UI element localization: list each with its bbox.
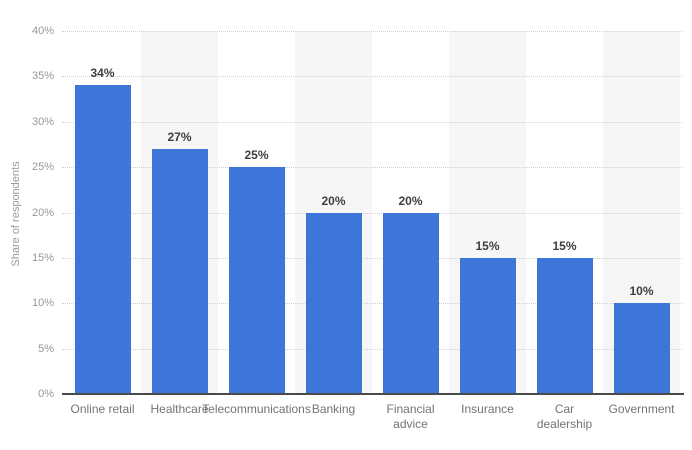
x-category-label: Online retail <box>64 402 141 417</box>
x-category-label: Telecommunications <box>202 402 311 417</box>
y-tick-label: 10% <box>31 297 54 310</box>
x-category-label: Car dealership <box>526 402 603 432</box>
y-tick-label: 20% <box>31 206 54 219</box>
x-category-label-text: Car dealership <box>536 402 593 431</box>
x-category-label-text: Insurance <box>461 402 514 416</box>
bar-healthcare[interactable] <box>151 148 208 394</box>
x-category-label-text: Financial advice <box>386 402 435 431</box>
bar-value-label: 34% <box>90 66 115 81</box>
y-tick-label: 15% <box>31 251 54 264</box>
bar-value-label: 25% <box>244 148 269 163</box>
y-tick-label: 25% <box>31 161 54 174</box>
x-category-label-text: Online retail <box>70 402 135 416</box>
x-category-label-text: Telecommunications <box>202 402 311 416</box>
y-tick-label: 30% <box>31 115 54 128</box>
bar-value-label: 15% <box>552 238 577 253</box>
x-category-label: Healthcare <box>141 402 218 417</box>
y-tick-label: 40% <box>31 25 54 37</box>
x-category-label: Insurance <box>449 402 526 417</box>
bar-insurance[interactable] <box>459 257 516 394</box>
bar-value-label: 20% <box>398 193 423 208</box>
bar-value-label: 27% <box>167 129 192 144</box>
gridline <box>62 257 682 259</box>
gridline <box>62 348 682 350</box>
bar-value-label: 10% <box>629 284 654 299</box>
x-category-label-text: Banking <box>311 402 356 416</box>
x-category-label: Government <box>603 402 680 417</box>
bar-banking[interactable] <box>305 212 362 394</box>
gridline <box>62 76 682 78</box>
x-axis-line <box>62 393 684 395</box>
y-tick-label: 0% <box>38 388 54 400</box>
x-category-label: Banking <box>295 402 372 417</box>
y-tick-label: 5% <box>38 342 54 355</box>
bar-government[interactable] <box>613 303 670 394</box>
bar-telecommunications[interactable] <box>228 167 285 394</box>
gridline <box>62 121 682 123</box>
bar-value-label: 20% <box>321 193 346 208</box>
bar-value-label: 15% <box>475 238 500 253</box>
gridline <box>62 212 682 214</box>
gridline <box>62 31 682 32</box>
x-category-label-text: Government <box>608 402 675 416</box>
x-category-label: Financial advice <box>372 402 449 432</box>
y-axis-title: Share of respondents <box>10 161 22 267</box>
y-tick-label: 35% <box>31 70 54 83</box>
bar-financial-advice[interactable] <box>382 212 439 394</box>
x-category-label-text: Healthcare <box>150 402 209 416</box>
gridline <box>62 167 682 169</box>
gridline <box>62 303 682 305</box>
bar-online-retail[interactable] <box>74 85 131 394</box>
bar-car-dealership[interactable] <box>536 257 593 394</box>
